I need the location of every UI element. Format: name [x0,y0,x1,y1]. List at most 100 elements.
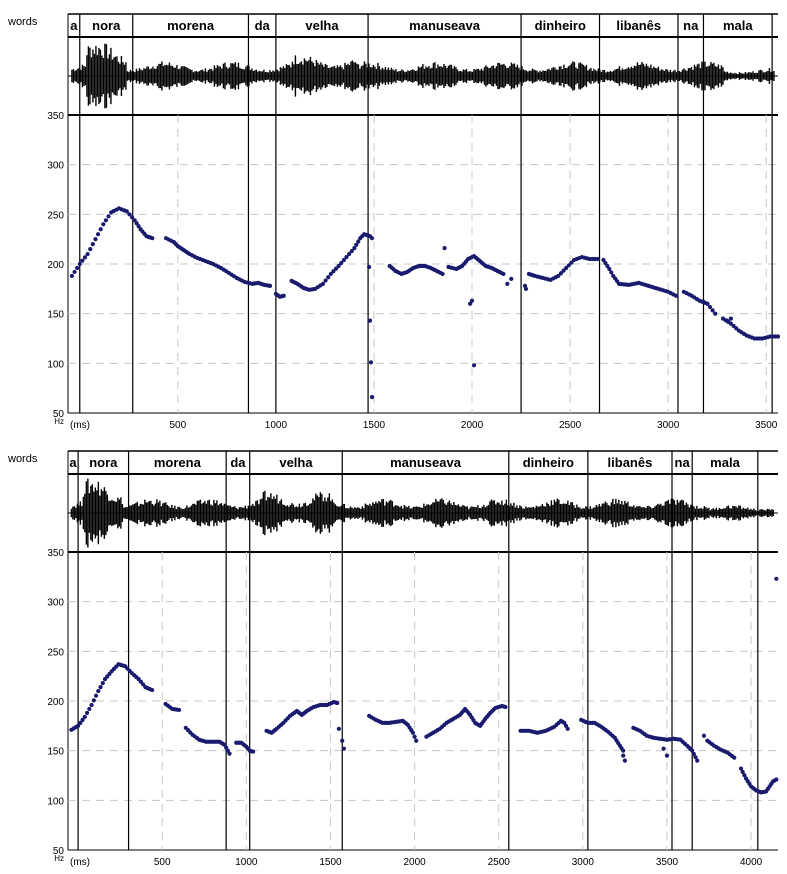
word-label: libanês [616,18,661,33]
pitch-point [356,239,361,244]
pitch-point [621,748,626,753]
pitch-point [367,318,373,323]
x-tick-label: 4000 [740,857,763,868]
y-tick-label: 300 [47,598,64,609]
pitch-point [607,266,612,272]
pitch-point [88,247,93,252]
pitch-point [93,237,98,242]
pitch-point [595,256,600,262]
pitch-point [72,269,77,275]
pitch-point [467,301,473,306]
x-tick-label: 3000 [572,857,595,868]
pitch-point [328,271,333,277]
word-label: mala [723,18,753,33]
pitch-point [336,263,341,269]
x-tick-label: 500 [154,857,171,868]
pitch-point [89,702,94,708]
pitch-point [323,278,328,283]
pitch-point [87,706,92,712]
pitch-point [603,260,608,266]
pitch-point [501,271,506,277]
word-label: na [683,18,699,33]
y-tick-label: 100 [47,796,64,807]
pitch-point [701,733,707,738]
word-label: dinheiro [535,18,586,33]
word-label: morena [167,18,215,33]
y-tick-label: 350 [47,111,64,122]
y-tick-label: 100 [47,359,64,370]
pitch-point [227,751,232,756]
pitch-point [505,281,510,286]
word-label: nora [89,455,118,470]
pitch-point [469,298,475,303]
pitch-point [281,293,286,298]
pitch-point [101,222,106,227]
pitch-point [564,265,569,271]
pitch-point [366,264,372,270]
pitch-point [93,693,99,698]
pitch-point [724,318,730,323]
y-tick-label: 300 [47,161,64,172]
pitch-point [340,738,345,743]
word-label: manuseava [390,455,462,470]
waveform [68,478,778,548]
word-label: velha [279,455,313,470]
pitch-point [349,248,354,254]
pitch-point [609,270,614,275]
waveform [68,43,778,109]
pitch-point [695,758,700,763]
y-tick-label: 200 [47,260,64,271]
pitch-point [80,258,85,263]
x-tick-label: 3500 [755,420,778,431]
pitch-point [701,299,706,304]
pitch-point [664,753,670,758]
pitch-point [605,263,610,269]
pitch-point [98,227,103,232]
pitch-point [621,753,626,758]
pitch-point [341,257,346,263]
pitch-point [569,260,574,265]
pitch-point [134,221,139,226]
pitch-point [556,273,561,279]
pitch-point [728,316,734,321]
word-label: morena [154,455,202,470]
pitch-point [442,246,447,251]
pitch-point [127,212,132,217]
pitch-point [673,293,679,298]
y-unit-label: Hz [54,854,64,863]
y-tick-label: 50 [53,846,65,857]
pitch-point [80,717,85,722]
pitch-point [341,746,347,751]
y-tick-label: 250 [47,210,64,221]
pitch-point [738,766,744,771]
pitch-point [414,738,419,743]
pitch-point [90,242,95,247]
pitch-point [78,720,83,725]
pitch-point [774,576,779,581]
x-tick-label: 500 [169,420,186,431]
pitch-panel-2: words a nora morena da velha manuseava dinheiro… [7,450,779,868]
pitch-point [150,687,155,693]
pitch-point [136,224,141,229]
x-tick-label: 2500 [488,857,511,868]
x-tick-label: 1000 [235,857,258,868]
pitch-point [82,255,88,260]
pitch-point [129,215,135,220]
pitch-point [69,273,75,279]
pitch-point [693,755,698,760]
pitch-point [740,769,745,774]
pitch-point [336,726,341,731]
word-label: libanês [608,455,653,470]
pitch-point [331,269,336,274]
pitch-point [742,773,747,778]
pitch-point [410,730,416,735]
pitch-point [471,363,477,368]
pitch-point [75,723,81,728]
x-tick-label: 1500 [363,420,386,431]
word-label: dinheiro [523,455,574,470]
word-label: mala [710,455,740,470]
word-label: a [70,18,78,33]
pitch-point [132,218,137,223]
x-tick-label: 2000 [403,857,426,868]
pitch-point [369,395,375,400]
